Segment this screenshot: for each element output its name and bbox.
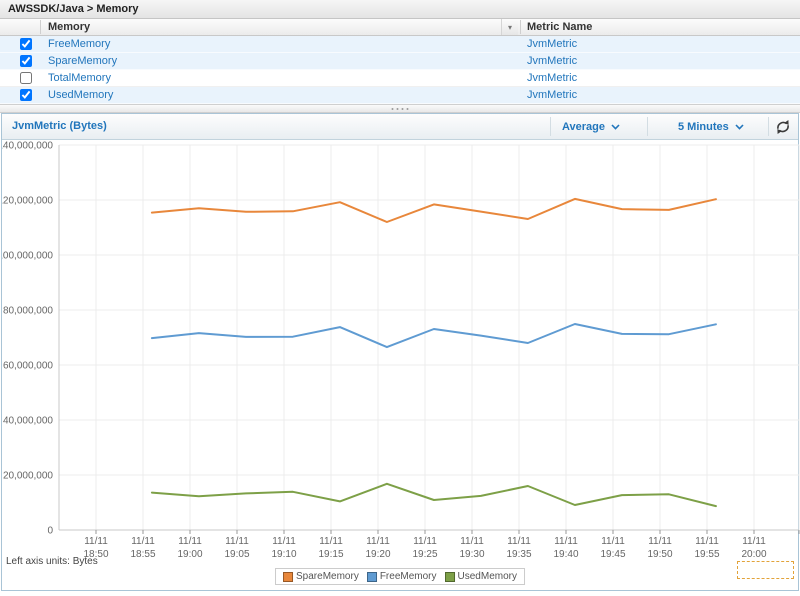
chart-title: JvmMetric (Bytes) [12, 114, 107, 139]
period-dropdown-label: 5 Minutes [678, 121, 729, 133]
svg-text:18:55: 18:55 [130, 549, 155, 560]
refresh-button[interactable] [774, 119, 792, 136]
header-divider [40, 20, 41, 34]
legend-item: FreeMemory [367, 571, 437, 582]
svg-text:11/11: 11/11 [507, 536, 531, 547]
table-row[interactable]: UsedMemory JvmMetric [0, 87, 800, 104]
row-checkbox[interactable] [20, 89, 32, 101]
header-divider [520, 20, 521, 34]
sort-caret-icon: ▾ [508, 23, 512, 32]
svg-text:120,000,000: 120,000,000 [2, 196, 53, 207]
cloudwatch-metrics-view: AWSSDK/Java > Memory Memory ▾ Metric Nam… [0, 0, 800, 113]
svg-text:20:00: 20:00 [741, 549, 766, 560]
svg-text:19:40: 19:40 [553, 549, 578, 560]
svg-text:19:30: 19:30 [459, 549, 484, 560]
table-row[interactable]: FreeMemory JvmMetric [0, 36, 800, 53]
metric-name-link[interactable]: JvmMetric [527, 87, 577, 103]
svg-text:19:20: 19:20 [365, 549, 390, 560]
table-row[interactable]: SpareMemory JvmMetric [0, 53, 800, 70]
chart-area: 0 20,000,000 40,000,000 60,000,000 80,000,00… [2, 140, 798, 591]
legend-swatch-icon [445, 572, 455, 582]
svg-text:80,000,000: 80,000,000 [3, 306, 53, 317]
svg-text:19:00: 19:00 [177, 549, 202, 560]
svg-text:11/11: 11/11 [413, 536, 437, 547]
row-checkbox[interactable] [20, 55, 32, 67]
table-row[interactable]: TotalMemory JvmMetric [0, 70, 800, 87]
left-axis-units-label: Left axis units: Bytes [6, 556, 98, 567]
svg-text:11/11: 11/11 [84, 536, 108, 547]
legend-swatch-icon [367, 572, 377, 582]
statistic-dropdown-label: Average [562, 121, 605, 133]
svg-text:60,000,000: 60,000,000 [3, 361, 53, 372]
chart-legend: SpareMemory FreeMemory UsedMemory [275, 568, 525, 585]
svg-text:11/11: 11/11 [742, 536, 766, 547]
legend-item: UsedMemory [445, 571, 517, 582]
svg-text:40,000,000: 40,000,000 [3, 416, 53, 427]
breadcrumb: AWSSDK/Java > Memory [0, 0, 800, 19]
column-header-metric-name[interactable]: Metric Name [527, 19, 592, 35]
period-dropdown[interactable]: 5 Minutes [670, 114, 752, 139]
svg-text:140,000,000: 140,000,000 [2, 141, 53, 152]
svg-text:20,000,000: 20,000,000 [3, 471, 53, 482]
svg-text:11/11: 11/11 [225, 536, 249, 547]
svg-text:11/11: 11/11 [178, 536, 202, 547]
svg-text:19:15: 19:15 [318, 549, 343, 560]
svg-text:19:05: 19:05 [224, 549, 249, 560]
svg-text:11/11: 11/11 [366, 536, 390, 547]
svg-text:11/11: 11/11 [460, 536, 484, 547]
splitter-grip-icon [392, 108, 409, 110]
splitter-handle[interactable] [0, 104, 800, 113]
metric-name-link[interactable]: JvmMetric [527, 36, 577, 52]
svg-text:19:35: 19:35 [506, 549, 531, 560]
chevron-down-icon [611, 124, 620, 130]
chart-panel-header: JvmMetric (Bytes) Average 5 Minutes [2, 114, 798, 140]
legend-label: UsedMemory [458, 571, 517, 582]
svg-text:11/11: 11/11 [272, 536, 296, 547]
column-sort-dropdown-button[interactable]: ▾ [501, 19, 518, 35]
chart-panel: JvmMetric (Bytes) Average 5 Minutes [1, 113, 799, 591]
toolbar-separator [550, 117, 551, 136]
svg-text:19:25: 19:25 [412, 549, 437, 560]
statistic-dropdown[interactable]: Average [554, 114, 628, 139]
metrics-table-body: FreeMemoryJvmMetricSpareMemoryJvmMetricT… [0, 36, 800, 104]
svg-text:19:10: 19:10 [271, 549, 296, 560]
metric-name-link[interactable]: JvmMetric [527, 70, 577, 86]
refresh-icon [775, 119, 791, 135]
svg-text:11/11: 11/11 [648, 536, 672, 547]
chevron-down-icon [735, 124, 744, 130]
svg-text:11/11: 11/11 [695, 536, 719, 547]
legend-label: SpareMemory [296, 571, 359, 582]
metric-name-link[interactable]: JvmMetric [527, 53, 577, 69]
metric-dimension-link[interactable]: UsedMemory [48, 87, 113, 103]
legend-label: FreeMemory [380, 571, 437, 582]
toolbar-separator [647, 117, 648, 136]
drag-target-hint [737, 561, 794, 579]
metric-dimension-link[interactable]: TotalMemory [48, 70, 111, 86]
svg-text:11/11: 11/11 [131, 536, 155, 547]
row-checkbox[interactable] [20, 72, 32, 84]
table-header: Memory ▾ Metric Name [0, 19, 800, 36]
svg-text:19:50: 19:50 [647, 549, 672, 560]
legend-swatch-icon [283, 572, 293, 582]
svg-text:100,000,000: 100,000,000 [2, 251, 53, 262]
column-header-memory[interactable]: Memory [48, 19, 90, 35]
toolbar-separator [768, 117, 769, 136]
metric-dimension-link[interactable]: FreeMemory [48, 36, 110, 52]
svg-text:19:55: 19:55 [694, 549, 719, 560]
svg-text:19:45: 19:45 [600, 549, 625, 560]
svg-text:11/11: 11/11 [554, 536, 578, 547]
svg-text:0: 0 [47, 526, 53, 537]
svg-text:11/11: 11/11 [601, 536, 625, 547]
legend-item: SpareMemory [283, 571, 359, 582]
svg-text:11/11: 11/11 [319, 536, 343, 547]
row-checkbox[interactable] [20, 38, 32, 50]
metric-dimension-link[interactable]: SpareMemory [48, 53, 117, 69]
metric-line-chart: 0 20,000,000 40,000,000 60,000,000 80,000,00… [2, 140, 800, 562]
